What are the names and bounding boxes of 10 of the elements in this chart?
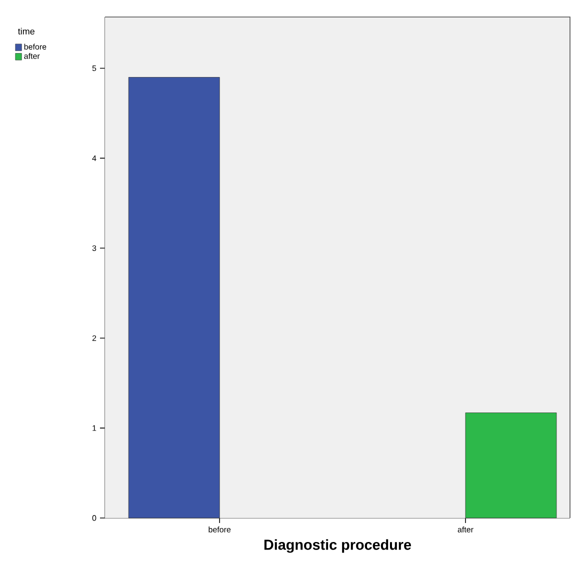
y-tick-label: 4 bbox=[92, 155, 96, 161]
legend-label: before bbox=[24, 44, 46, 50]
legend-title: time bbox=[18, 28, 34, 35]
y-tick-label: 0 bbox=[92, 515, 96, 521]
y-tick-label: 1 bbox=[92, 425, 96, 431]
y-tick-label: 3 bbox=[92, 245, 96, 251]
legend-label: after bbox=[24, 53, 40, 59]
x-axis-title: Diagnostic procedure bbox=[264, 539, 412, 553]
y-tick-label: 2 bbox=[92, 335, 96, 341]
y-tick-label: 5 bbox=[92, 65, 96, 72]
